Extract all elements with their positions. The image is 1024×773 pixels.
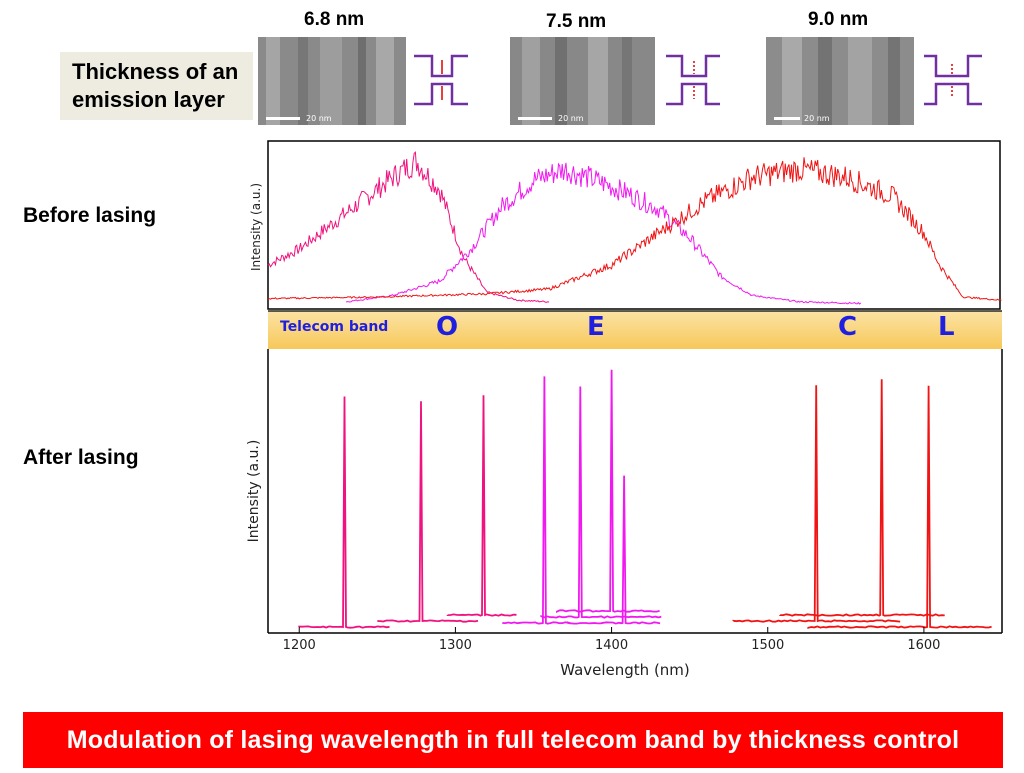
x-tick-label-2: 1400	[595, 638, 628, 653]
before-plot-frame	[267, 140, 1001, 310]
thickness-value-9-0: 9.0 nm	[808, 9, 869, 30]
before-lasing-label: Before lasing	[23, 204, 157, 227]
before-series-line-0	[267, 151, 550, 303]
lasing-peak-1	[377, 401, 479, 623]
lasing-peak-0	[298, 396, 390, 629]
before-ylabel: Intensity (a.u.)	[249, 183, 263, 271]
scale-bar-label: 20 nm	[306, 114, 332, 123]
lasing-peak-2	[446, 395, 517, 617]
before-series-line-2	[267, 157, 1002, 301]
band-letter-e: E	[587, 312, 605, 342]
before-series-group	[267, 151, 1002, 305]
band-letter-c: C	[838, 312, 857, 342]
band-letter-l: L	[938, 312, 955, 342]
before-series-line-1	[345, 162, 862, 305]
after-series-group	[298, 369, 992, 629]
spectra-chart: Intensity (a.u.) Telecom band O E C L 12…	[246, 140, 1003, 679]
telecom-band	[268, 311, 1002, 349]
x-tick-label-0: 1200	[283, 638, 316, 653]
thickness-value-6-8: 6.8 nm	[304, 9, 365, 30]
sem-image-6-8: 20 nm	[258, 37, 406, 125]
x-tick-label-4: 1600	[907, 638, 940, 653]
sem-image-9-0: 20 nm	[766, 37, 914, 125]
scale-bar-label: 20 nm	[804, 114, 830, 123]
x-tick-label-1: 1300	[439, 638, 472, 653]
conclusion-banner: Modulation of lasing wavelength in full …	[23, 712, 1003, 768]
sem-image-7-5: 20 nm	[510, 37, 655, 125]
thickness-label: Thickness of an emission layer	[60, 52, 253, 120]
lasing-peak-6	[566, 475, 661, 625]
after-lasing-label: After lasing	[23, 446, 139, 469]
quantum-well-diagram-6-8	[414, 54, 468, 106]
after-ylabel: Intensity (a.u.)	[246, 440, 262, 543]
lasing-peak-7	[732, 385, 901, 623]
lasing-peak-8	[779, 379, 945, 617]
lasing-peak-5	[556, 369, 660, 613]
x-axis-label: Wavelength (nm)	[560, 661, 690, 679]
lasing-peak-3	[502, 376, 572, 625]
thickness-label-line1: Thickness of an	[72, 59, 239, 84]
x-axis-ticks: 1200 1300 1400 1500 1600	[283, 627, 940, 653]
quantum-well-diagram-9-0	[924, 54, 982, 106]
thickness-label-line2: emission layer	[72, 87, 225, 112]
telecom-band-label: Telecom band	[280, 319, 388, 335]
lasing-peak-4	[540, 386, 662, 619]
quantum-well-diagram-7-5	[666, 54, 720, 106]
scale-bar-label: 20 nm	[558, 114, 584, 123]
after-plot-bg	[268, 349, 1002, 633]
x-tick-label-3: 1500	[751, 638, 784, 653]
lasing-peak-9	[807, 385, 992, 629]
band-letter-o: O	[436, 312, 458, 342]
thickness-value-7-5: 7.5 nm	[546, 11, 607, 32]
